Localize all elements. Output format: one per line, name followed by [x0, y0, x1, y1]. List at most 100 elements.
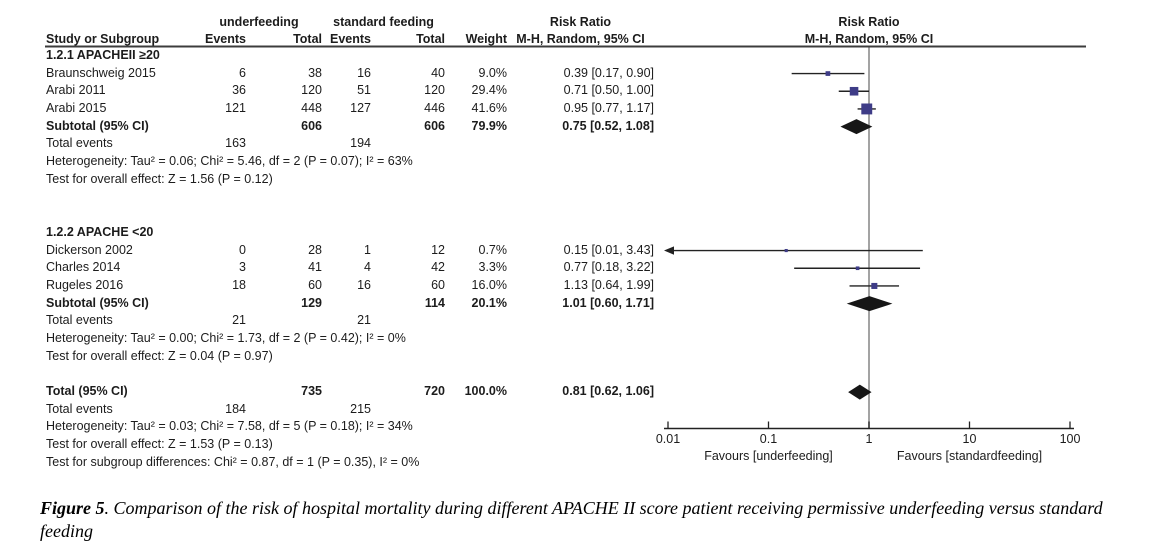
events2-value: 4: [364, 260, 371, 275]
weight-value: 41.6%: [471, 101, 507, 116]
weight-value: 9.0%: [478, 65, 508, 80]
total1-column-header: Total: [293, 32, 322, 46]
statistics-text: Test for subgroup differences: Chi² = 0.…: [46, 454, 420, 469]
events2-column-header: Events: [330, 32, 371, 46]
table-row: Arabi 2015 121 448 127 446 41.6% 0.95 [0.77, 1…: [0, 100, 720, 118]
study-column-header: Study or Subgroup: [46, 32, 160, 46]
axis-tick-label: 10: [963, 432, 977, 446]
risk-ratio-ci-value: 1.01 [0.60, 1.71]: [562, 295, 654, 310]
weight-value: 16.0%: [471, 277, 507, 292]
statistics-text: Test for overall effect: Z = 1.53 (P = 0…: [46, 437, 273, 452]
statistics-text: Test for overall effect: Z = 1.56 (P = 0…: [46, 171, 273, 186]
statistics-text: Test for overall effect: Z = 0.04 (P = 0…: [46, 348, 273, 363]
total2-value: 120: [424, 83, 445, 98]
study-name: Arabi 2015: [46, 101, 107, 116]
table-row: Dickerson 2002 0 28 1 12 0.7% 0.15 [0.01, 3.43…: [0, 242, 720, 260]
statistics-text: Heterogeneity: Tau² = 0.00; Chi² = 1.73,…: [46, 331, 406, 345]
table-row: Test for overall effect: Z = 1.56 (P = 0…: [0, 171, 720, 189]
total-events-value1: 184: [225, 401, 246, 416]
table-row: Braunschweig 2015 6 38 16 40 9.0% 0.39 [0.17, …: [0, 65, 720, 83]
weight-column-header: Weight: [465, 32, 507, 46]
table-row: [0, 365, 720, 383]
subgroup-title: 1.2.2 APACHE <20: [46, 224, 154, 239]
risk-ratio-ci-value: 0.75 [0.52, 1.08]: [562, 118, 654, 133]
statistics-text: Heterogeneity: Tau² = 0.06; Chi² = 5.46,…: [46, 154, 413, 169]
table-row: 1.2.2 APACHE <20: [0, 224, 720, 242]
events2-value: 1: [364, 242, 371, 257]
axis-tick-label: 0.1: [760, 432, 777, 446]
total2-value: 40: [431, 65, 445, 80]
favours-right-label: Favours [standardfeeding]: [897, 449, 1042, 463]
total-events-value1: 163: [225, 136, 246, 151]
forest-plot-figure: 0.01 0.1 1 10 100 Favours [underfeeding] Favou…: [0, 15, 1086, 472]
axis-tick-label: 100: [1060, 432, 1081, 446]
weight-value: 0.7%: [478, 242, 508, 257]
table-row: Subtotal (95% CI) 129 114 20.1% 1.01 [0.60, …: [0, 295, 720, 313]
total2-value: 114: [424, 295, 445, 310]
total2-value: 606: [424, 118, 445, 133]
axis-tick-label: 1: [866, 432, 873, 446]
table-row: Test for overall effect: Z = 0.04 (P = 0…: [0, 348, 720, 366]
effect-square: [825, 71, 831, 76]
total-diamond: [848, 384, 872, 400]
table-row: Total events 21 21: [0, 312, 720, 330]
study-name: Braunschweig 2015: [46, 65, 156, 80]
risk-ratio-ci-value: 0.81 [0.62, 1.06]: [562, 384, 654, 399]
total1-value: 735: [301, 384, 322, 399]
table-row: Charles 2014 3 41 4 42 3.3% 0.77 [0.18, 3.22]: [0, 259, 720, 277]
total-events-label: Total events: [46, 313, 113, 328]
table-row: Subtotal (95% CI) 606 606 79.9% 0.75 [0.52, …: [0, 118, 720, 136]
events1-value: 3: [239, 260, 246, 275]
table-row: Total events 163 194: [0, 135, 720, 153]
subgroup-title: 1.2.1 APACHEII ≥20: [46, 48, 160, 62]
effect-square: [871, 282, 878, 289]
ci-arrow-left: [664, 246, 674, 255]
total-events-value2: 194: [350, 136, 371, 151]
total2-value: 12: [431, 242, 445, 257]
events1-value: 6: [239, 65, 246, 80]
column-group-underfeeding: underfeeding: [219, 15, 299, 29]
total2-value: 446: [424, 101, 445, 116]
study-name: Total (95% CI): [46, 384, 128, 399]
study-name: Subtotal (95% CI): [46, 118, 149, 133]
table-rows: 1.2.1 APACHEII ≥20 Braunschweig 2015 6 38 16…: [0, 47, 720, 472]
events2-value: 51: [357, 83, 371, 98]
total1-value: 41: [308, 260, 322, 275]
total1-value: 129: [301, 295, 322, 310]
study-name: Subtotal (95% CI): [46, 295, 149, 310]
weight-value: 79.9%: [471, 118, 507, 133]
table-row: Total (95% CI) 735 720 100.0% 0.81 [0.62, 1.…: [0, 383, 720, 401]
weight-value: 29.4%: [471, 83, 507, 98]
weight-value: 100.0%: [464, 384, 507, 399]
total1-value: 448: [301, 101, 322, 116]
total-events-label: Total events: [46, 136, 113, 151]
table-row: Heterogeneity: Tau² = 0.00; Chi² = 1.73,…: [0, 330, 720, 348]
total-events-value1: 21: [232, 313, 246, 328]
risk-ratio-ci-value: 0.15 [0.01, 3.43]: [563, 242, 654, 257]
subtotal-diamond: [846, 296, 893, 312]
total2-value: 720: [424, 384, 445, 399]
events1-column-header: Events: [205, 32, 246, 46]
favours-left-label: Favours [underfeeding]: [704, 449, 833, 463]
events1-value: 121: [225, 101, 246, 116]
total1-value: 38: [308, 65, 322, 80]
total-events-value2: 21: [357, 313, 371, 328]
total1-value: 120: [301, 83, 322, 98]
total2-value: 60: [431, 277, 445, 292]
table-row: Total events 184 215: [0, 401, 720, 419]
study-name: Arabi 2011: [46, 83, 106, 98]
weight-value: 3.3%: [478, 260, 508, 275]
column-group-standard-feeding: standard feeding: [333, 15, 434, 29]
events2-value: 16: [357, 65, 371, 80]
table-row: [0, 206, 720, 224]
total2-column-header: Total: [416, 32, 445, 46]
study-name: Charles 2014: [46, 260, 121, 275]
effect-square: [855, 266, 860, 271]
table-row: [0, 189, 720, 207]
risk-ratio-ci-value: 0.95 [0.77, 1.17]: [563, 101, 654, 116]
figure-caption-label: Figure 5: [40, 498, 105, 518]
risk-ratio-header-right: Risk Ratio: [838, 15, 900, 29]
total2-value: 42: [431, 260, 445, 275]
